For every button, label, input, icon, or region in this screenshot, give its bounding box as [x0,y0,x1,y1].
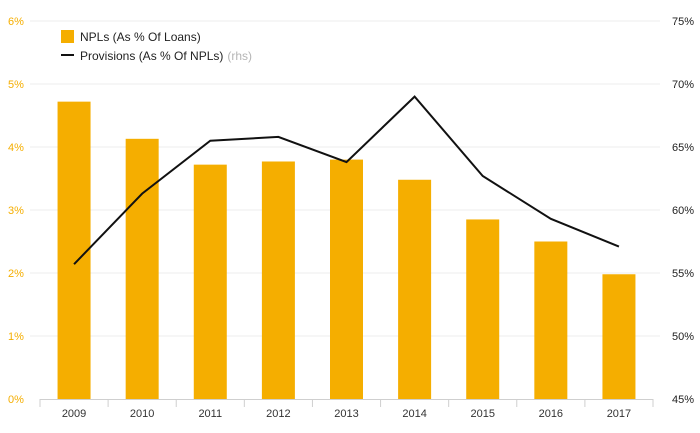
bars [57,101,636,399]
x-tick-label: 2015 [470,408,494,420]
x-tick-label: 2017 [607,408,631,420]
bar [602,274,636,399]
y-left-tick-label: 4% [8,142,24,154]
x-tick-label: 2011 [198,408,222,420]
bar [125,138,159,399]
x-tick-label: 2010 [130,408,154,420]
y-right-tick-label: 55% [672,268,694,280]
legend-label-provisions-name: Provisions (As % Of NPLs) [80,49,223,63]
y-right-tick-label: 50% [672,331,694,343]
y-right-tick-label: 45% [672,394,694,406]
y-left-tick-label: 0% [8,394,24,406]
bar [330,159,363,399]
y-right-tick-label: 75% [672,16,694,28]
bar [466,219,500,399]
x-tick-label: 2012 [266,408,290,420]
legend: NPLs (As % Of Loans) Provisions (As % Of… [61,30,252,63]
y-right-tick-label: 60% [672,205,694,217]
bar [193,164,227,399]
y-right-tick-label: 65% [672,142,694,154]
bar [57,101,91,399]
x-tick-label: 2016 [539,408,563,420]
legend-label-provisions-suffix: (rhs) [227,49,252,63]
bar [261,161,295,399]
bar [534,241,568,399]
y-left-tick-label: 3% [8,205,24,217]
y-left-tick-label: 6% [8,16,24,28]
y-left-tick-label: 5% [8,79,24,91]
y-left-tick-label: 1% [8,331,24,343]
x-tick-label: 2013 [334,408,358,420]
y-left-tick-label: 2% [8,268,24,280]
legend-swatch-npls [61,30,74,43]
x-tick-label: 2014 [402,408,426,420]
legend-label-npls: NPLs (As % Of Loans) [80,30,201,44]
x-tick-label: 2009 [62,408,86,420]
axes [39,399,654,407]
line-series [73,95,620,265]
bar [398,179,432,399]
y-right-tick-label: 70% [672,79,694,91]
tick-labels: 0% 1% 2% 3% 4% 5% 6% 45% 50% 55% 60% 65% 70% 75% 2009 2… [8,16,694,420]
legend-label-provisions: Provisions (As % Of NPLs) (rhs) [80,49,252,63]
